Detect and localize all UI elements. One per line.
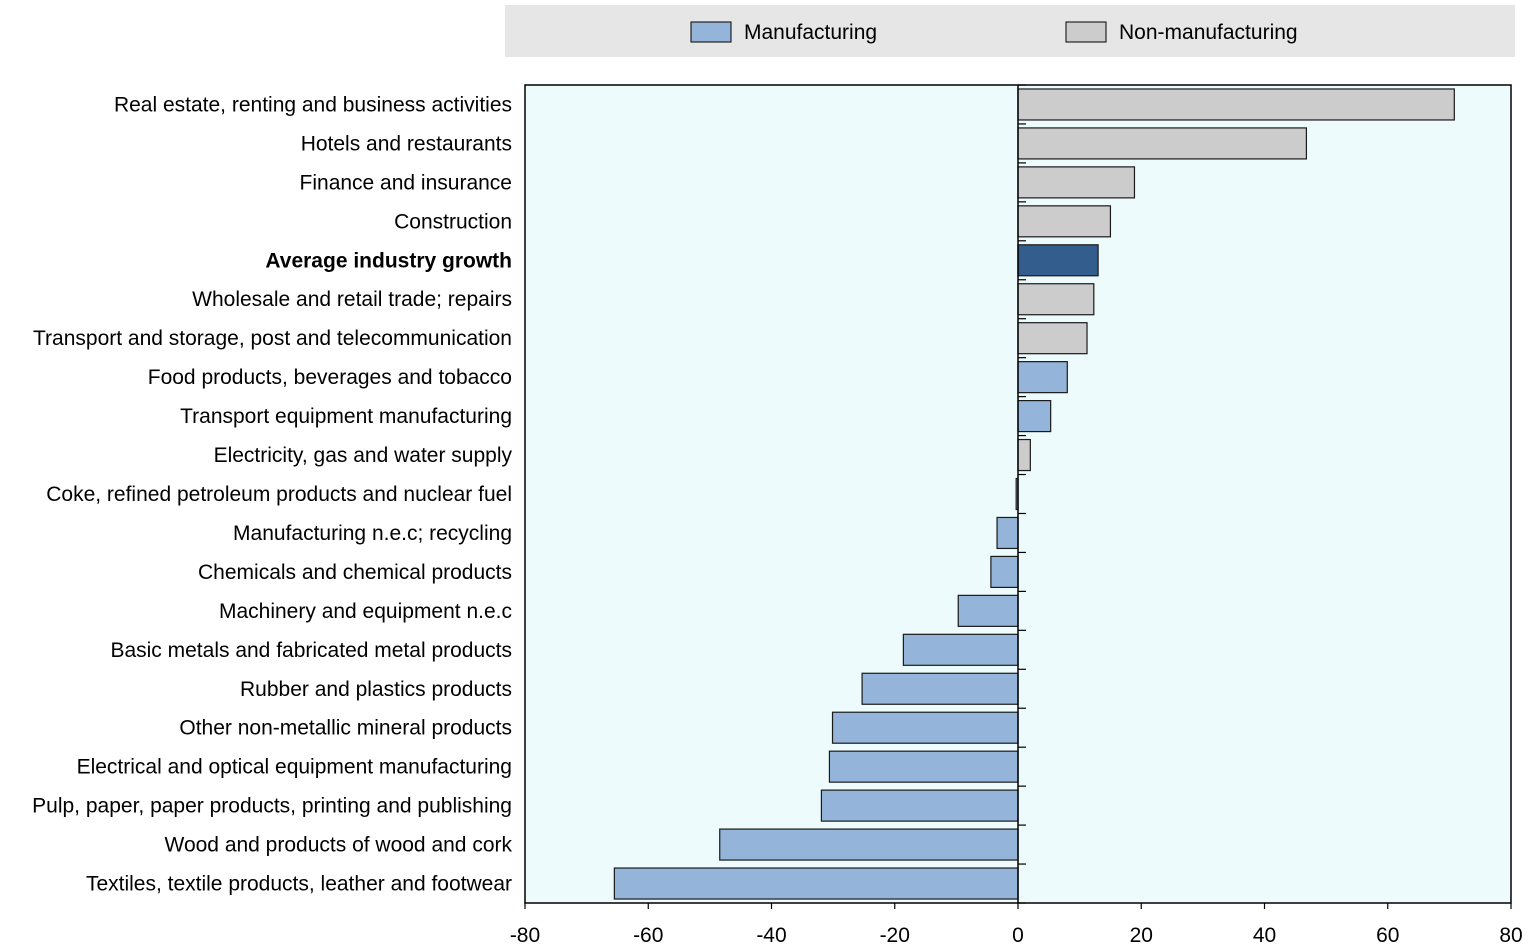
axes-group: [1017, 84, 1026, 904]
bars-group: [613, 88, 1455, 900]
category-label: Rubber and plastics products: [240, 678, 512, 701]
x-tick-label: 80: [1499, 924, 1522, 947]
bar: [613, 867, 1019, 900]
category-labels: Real estate, renting and business activi…: [32, 93, 512, 895]
bar: [1017, 283, 1095, 316]
bar: [1017, 438, 1031, 472]
x-axis-ticks: -80 -60 -40 -20 0 20 40 60 80: [510, 903, 1523, 947]
bar: [828, 750, 1019, 783]
category-label: Real estate, renting and business activi…: [114, 93, 512, 116]
bar: [1017, 166, 1136, 199]
x-tick-label: -20: [880, 924, 910, 947]
category-label: Transport and storage, post and telecomm…: [33, 327, 512, 350]
bar: [1017, 399, 1052, 433]
category-label: Average industry growth: [265, 249, 512, 272]
bar: [1017, 205, 1112, 238]
bar: [996, 516, 1019, 550]
bar: [1017, 244, 1099, 277]
x-tick-label: -40: [756, 924, 786, 947]
legend-swatch: [690, 21, 732, 43]
category-label: Basic metals and fabricated metal produc…: [110, 639, 512, 662]
category-label: Textiles, textile products, leather and …: [86, 873, 512, 896]
category-label: Hotels and restaurants: [301, 132, 512, 155]
legend-background: [505, 5, 1515, 57]
x-tick-label: 20: [1130, 924, 1153, 947]
category-label: Wholesale and retail trade; repairs: [192, 288, 512, 311]
legend-swatch: [1065, 21, 1107, 43]
bar: [1017, 361, 1068, 394]
x-tick-label: 60: [1376, 924, 1399, 947]
x-tick-label: -80: [510, 924, 540, 947]
category-label: Food products, beverages and tobacco: [148, 366, 512, 389]
x-tick-label: 40: [1253, 924, 1276, 947]
bar: [861, 672, 1019, 705]
category-label: Construction: [394, 210, 512, 233]
category-label: Coke, refined petroleum products and nuc…: [46, 483, 512, 506]
bar: [1017, 127, 1308, 160]
category-label: Manufacturing n.e.c; recycling: [233, 522, 512, 545]
category-label: Electricity, gas and water supply: [214, 444, 513, 467]
bar: [820, 789, 1019, 822]
bar: [957, 594, 1019, 627]
category-label: Chemicals and chemical products: [198, 561, 512, 584]
category-label: Other non-metallic mineral products: [179, 717, 512, 740]
bar: [1017, 88, 1455, 121]
category-label: Wood and products of wood and cork: [165, 834, 513, 857]
bar: [719, 828, 1019, 861]
category-label: Transport equipment manufacturing: [180, 405, 512, 428]
legend-label: Non-manufacturing: [1119, 21, 1298, 44]
bar: [1017, 322, 1088, 355]
category-label: Machinery and equipment n.e.c: [219, 600, 512, 623]
bar: [902, 633, 1019, 666]
category-label: Electrical and optical equipment manufac…: [77, 756, 512, 779]
bar: [831, 711, 1019, 744]
x-tick-label: 0: [1012, 924, 1024, 947]
x-tick-label: -60: [633, 924, 663, 947]
category-label: Finance and insurance: [300, 171, 512, 194]
category-label: Pulp, paper, paper products, printing an…: [32, 795, 512, 818]
legend-label: Manufacturing: [744, 21, 877, 44]
bar: [990, 555, 1019, 589]
chart-legend: Manufacturing Non-manufacturing: [505, 5, 1515, 57]
